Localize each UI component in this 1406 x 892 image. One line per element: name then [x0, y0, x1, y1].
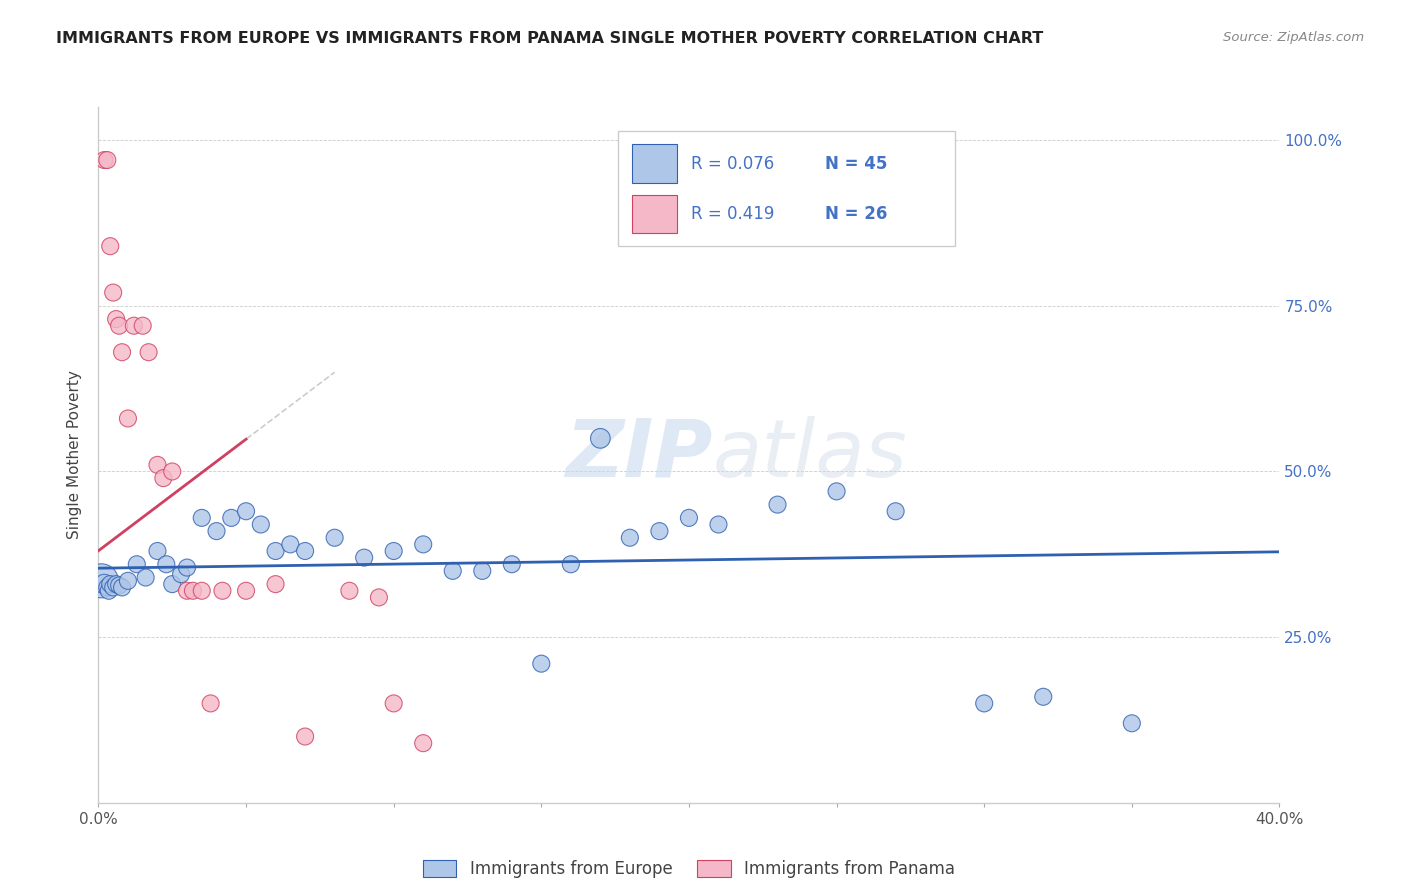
Point	[707, 517, 730, 532]
Point	[1032, 690, 1054, 704]
Bar	[633, 195, 678, 233]
Point	[589, 431, 612, 445]
Point	[560, 558, 582, 572]
Point	[176, 583, 198, 598]
Point	[146, 544, 169, 558]
Text: atlas: atlas	[713, 416, 907, 494]
Point	[766, 498, 789, 512]
Point	[264, 577, 287, 591]
Point	[103, 285, 125, 300]
Point	[382, 544, 405, 558]
Point	[132, 318, 155, 333]
Point	[125, 558, 148, 572]
Point	[205, 524, 228, 538]
Point	[530, 657, 553, 671]
Point	[278, 537, 302, 551]
Point	[339, 583, 360, 598]
Text: N = 45: N = 45	[825, 154, 887, 172]
Text: IMMIGRANTS FROM EUROPE VS IMMIGRANTS FROM PANAMA SINGLE MOTHER POVERTY CORRELATI: IMMIGRANTS FROM EUROPE VS IMMIGRANTS FRO…	[56, 31, 1043, 46]
Point	[264, 544, 287, 558]
Point	[619, 531, 641, 545]
Point	[235, 583, 257, 598]
Point	[294, 544, 316, 558]
Point	[117, 574, 139, 588]
Point	[93, 577, 115, 591]
Point	[353, 550, 375, 565]
Point	[122, 318, 145, 333]
Point	[93, 153, 115, 167]
Point	[412, 736, 434, 750]
Text: R = 0.076: R = 0.076	[692, 154, 775, 172]
Point	[170, 567, 193, 582]
Point	[200, 697, 222, 711]
Point	[294, 730, 316, 744]
Point	[108, 578, 131, 592]
Y-axis label: Single Mother Poverty: Single Mother Poverty	[67, 370, 83, 540]
Point	[884, 504, 907, 518]
Point	[250, 517, 273, 532]
Point	[825, 484, 848, 499]
Point	[96, 581, 118, 595]
Point	[323, 531, 346, 545]
Point	[117, 411, 139, 425]
Legend: Immigrants from Europe, Immigrants from Panama: Immigrants from Europe, Immigrants from …	[416, 854, 962, 885]
Point	[103, 581, 125, 595]
Point	[176, 560, 198, 574]
Point	[98, 577, 121, 591]
Point	[501, 558, 523, 572]
Text: ZIP: ZIP	[565, 416, 713, 494]
Point	[138, 345, 160, 359]
Point	[162, 577, 183, 591]
Point	[98, 239, 121, 253]
Point	[191, 583, 214, 598]
Point	[90, 574, 112, 588]
Point	[219, 511, 242, 525]
Text: R = 0.419: R = 0.419	[692, 205, 775, 223]
Bar	[633, 145, 678, 183]
Point	[97, 583, 120, 598]
Point	[162, 465, 183, 479]
Point	[235, 504, 257, 518]
Point	[412, 537, 434, 551]
Text: Source: ZipAtlas.com: Source: ZipAtlas.com	[1223, 31, 1364, 45]
Point	[368, 591, 391, 605]
Point	[211, 583, 233, 598]
Point	[678, 511, 700, 525]
Point	[181, 583, 204, 598]
Point	[105, 577, 128, 591]
Point	[191, 511, 214, 525]
Point	[441, 564, 464, 578]
Point	[111, 581, 134, 595]
Point	[973, 697, 995, 711]
Point	[648, 524, 671, 538]
Point	[135, 570, 157, 584]
Point	[105, 312, 128, 326]
Point	[471, 564, 494, 578]
Point	[152, 471, 174, 485]
Point	[108, 318, 131, 333]
Point	[146, 458, 169, 472]
FancyBboxPatch shape	[619, 131, 955, 246]
Point	[96, 153, 118, 167]
Point	[111, 345, 134, 359]
Text: N = 26: N = 26	[825, 205, 887, 223]
Point	[1121, 716, 1143, 731]
Point	[382, 697, 405, 711]
Point	[155, 558, 177, 572]
